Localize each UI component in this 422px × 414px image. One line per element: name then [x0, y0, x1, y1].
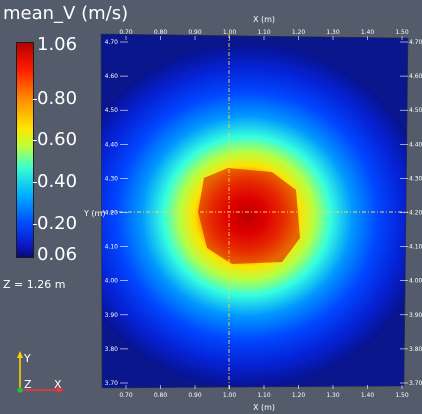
x-axis-tick-label: 1.00 [223, 29, 237, 36]
x-axis-tick-label: 0.80 [154, 392, 168, 399]
x-axis-tick-label: 1.40 [361, 392, 375, 399]
y-axis-tick-label: 4.30 [409, 175, 422, 182]
y-axis-tick-label: 4.40 [105, 141, 119, 148]
y-axis-tick-label: 4.20 [105, 210, 119, 217]
plot-border [100, 33, 409, 389]
x-axis-title-top: X (m) [253, 15, 275, 24]
color-legend-tick [33, 99, 37, 100]
y-axis-tick-label: 4.10 [409, 244, 422, 251]
x-axis-title-bottom: X (m) [253, 403, 275, 412]
x-axis-tick-label: 1.20 [292, 392, 306, 399]
y-axis-right: 4.70 4.60 4.50 4.40 4.30 4.20 4.10 4.00 3.90 3.80… [400, 39, 422, 387]
slice-z-label: Z = 1.26 m [3, 278, 66, 291]
x-axis-tick-label: 0.90 [188, 392, 202, 399]
x-axis-tick-label: 1.00 [223, 392, 237, 399]
y-axis-tick-label: 3.90 [105, 312, 119, 319]
y-axis-tick-label: 4.30 [105, 175, 119, 182]
triad-z-axis-dot [17, 387, 23, 393]
color-legend-label: 0.80 [37, 88, 78, 109]
y-axis-tick-label: 3.80 [409, 346, 422, 353]
x-axis-tick-label: 1.30 [326, 29, 340, 36]
y-axis-tick-label: 4.60 [105, 73, 119, 80]
x-axis-tick-label: 1.20 [292, 29, 306, 36]
color-legend-bar [16, 42, 34, 258]
triad-z-label: Z [24, 378, 32, 391]
y-axis-left: 4.70 4.60 4.50 4.40 4.30 4.20 4.10 4.00 3.90 3.80… [105, 39, 128, 387]
color-legend-tick [33, 224, 37, 225]
orientation-axes-triad: Y Z X [17, 351, 64, 393]
y-axis-tick-label: 4.50 [409, 107, 422, 114]
x-axis-tick-label: 1.50 [395, 392, 409, 399]
y-axis-tick-label: 3.70 [105, 380, 119, 387]
y-axis-tick-label: 3.90 [409, 312, 422, 319]
x-axis-tick-label: 1.10 [257, 29, 271, 36]
color-legend-label: 0.60 [37, 129, 78, 150]
color-legend-label: 0.40 [37, 171, 78, 192]
triad-y-arrow-icon [17, 351, 23, 358]
color-legend-label: 0.20 [37, 213, 78, 234]
scalar-bar-title: mean_V (m/s) [3, 3, 129, 24]
y-axis-tick-label: 3.80 [105, 346, 119, 353]
y-axis-tick-label: 4.10 [105, 244, 119, 251]
x-axis-tick-label: 0.90 [188, 29, 202, 36]
x-axis-tick-label: 1.40 [361, 29, 375, 36]
x-axis-tick-label: 0.70 [119, 392, 133, 399]
y-axis-tick-label: 4.40 [409, 141, 422, 148]
triad-x-label: X [54, 378, 62, 391]
y-axis-tick-label: 4.60 [409, 73, 422, 80]
y-axis-tick-label: 4.00 [105, 278, 119, 285]
y-axis-title: Y (m) [83, 209, 105, 218]
y-axis-tick-label: 4.50 [105, 107, 119, 114]
x-axis-top: 0.70 0.80 0.90 1.00 1.10 1.20 1.30 1.40 1.50 [119, 29, 409, 40]
y-axis-tick-label: 3.70 [409, 380, 422, 387]
x-axis-tick-label: 1.30 [326, 392, 340, 399]
color-legend-max-label: 1.06 [37, 34, 78, 55]
color-legend-min-label: 0.06 [37, 244, 78, 265]
x-axis-tick-label: 1.50 [395, 29, 409, 36]
triad-y-label: Y [23, 352, 31, 365]
triad-x-arrow-icon [57, 387, 64, 393]
x-axis-bottom: 0.70 0.80 0.90 1.00 1.10 1.20 1.30 1.40 1.50 [119, 385, 409, 399]
x-axis-tick-label: 1.10 [257, 392, 271, 399]
color-legend-tick [33, 182, 37, 183]
y-axis-tick-label: 4.70 [105, 39, 119, 46]
peak-velocity-region [198, 168, 300, 264]
x-axis-tick-label: 0.70 [119, 29, 133, 36]
x-axis-tick-label: 0.80 [154, 29, 168, 36]
color-legend-tick [33, 140, 37, 141]
y-axis-tick-label: 4.00 [409, 278, 422, 285]
y-axis-tick-label: 4.20 [409, 210, 422, 217]
y-axis-tick-label: 4.70 [409, 39, 422, 46]
